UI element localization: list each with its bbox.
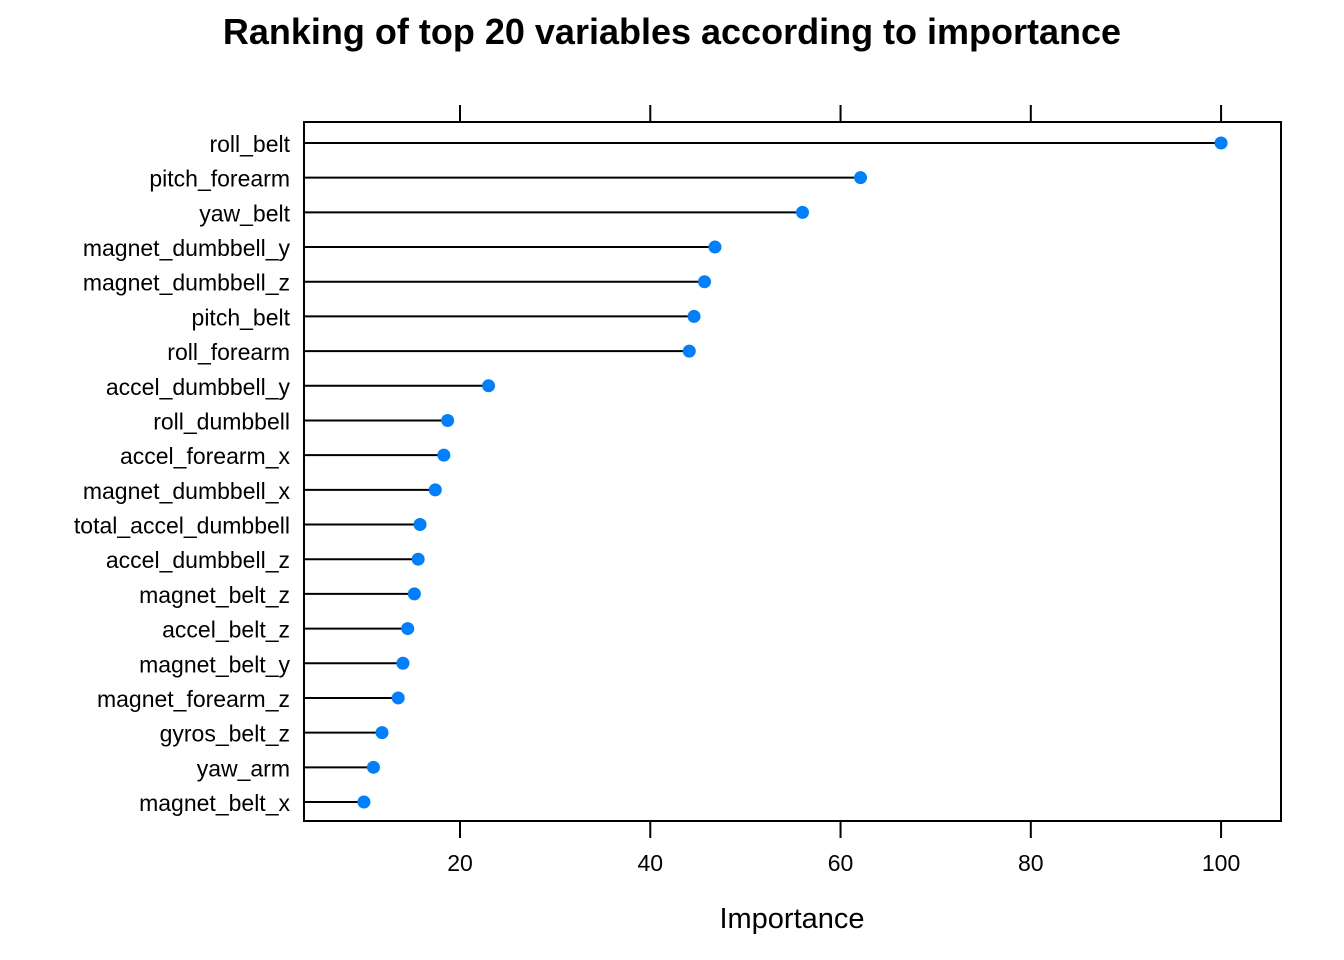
bottom-axis: 20 40 60 80 100 [447, 821, 1240, 876]
category-label: accel_belt_z [162, 617, 290, 643]
category-label: accel_dumbbell_z [106, 547, 290, 573]
data-point [482, 379, 496, 393]
data-marks [304, 136, 1228, 809]
category-label: accel_dumbbell_y [106, 374, 291, 400]
category-label: total_accel_dumbbell [74, 513, 290, 539]
data-point [854, 171, 868, 185]
category-label: magnet_belt_z [139, 582, 290, 608]
plot-frame [303, 121, 1282, 822]
category-label: pitch_forearm [149, 166, 290, 192]
category-label: magnet_dumbbell_x [83, 478, 291, 504]
x-axis-label: Importance [719, 903, 864, 935]
data-point [401, 622, 415, 636]
data-point [407, 587, 421, 601]
category-label: magnet_dumbbell_z [83, 270, 290, 296]
data-point [795, 205, 809, 219]
chart-title: Ranking of top 20 variables according to… [223, 11, 1121, 52]
data-point [391, 691, 405, 705]
category-labels: roll_belt pitch_forearm yaw_belt magnet_dum… [74, 131, 291, 816]
category-label: magnet_dumbbell_y [83, 235, 291, 261]
data-point [375, 726, 389, 740]
data-point [357, 795, 371, 809]
data-point [698, 275, 712, 289]
x-tick-label: 100 [1202, 850, 1240, 876]
data-point [428, 483, 442, 497]
category-label: roll_dumbbell [153, 408, 290, 434]
data-point [1214, 136, 1228, 150]
category-label: roll_forearm [167, 339, 290, 365]
data-point [437, 448, 451, 462]
data-point [413, 518, 427, 532]
category-label: magnet_belt_x [139, 790, 290, 816]
x-tick-label: 80 [1018, 850, 1044, 876]
category-label: roll_belt [209, 131, 290, 157]
category-label: accel_forearm_x [120, 443, 291, 469]
category-label: pitch_belt [192, 304, 291, 330]
data-point [441, 413, 455, 427]
data-point [366, 760, 380, 774]
top-axis-ticks [459, 105, 1223, 122]
x-tick-label: 40 [637, 850, 663, 876]
x-tick-label: 60 [828, 850, 854, 876]
data-point [682, 344, 696, 358]
data-point [708, 240, 722, 254]
category-label: gyros_belt_z [160, 721, 290, 747]
category-label: magnet_forearm_z [97, 686, 290, 712]
data-point [411, 552, 425, 566]
category-label: yaw_arm [197, 755, 290, 781]
category-label: yaw_belt [199, 200, 290, 226]
data-point [687, 309, 701, 323]
x-tick-label: 20 [447, 850, 473, 876]
data-point [396, 656, 410, 670]
category-label: magnet_belt_y [139, 651, 290, 677]
